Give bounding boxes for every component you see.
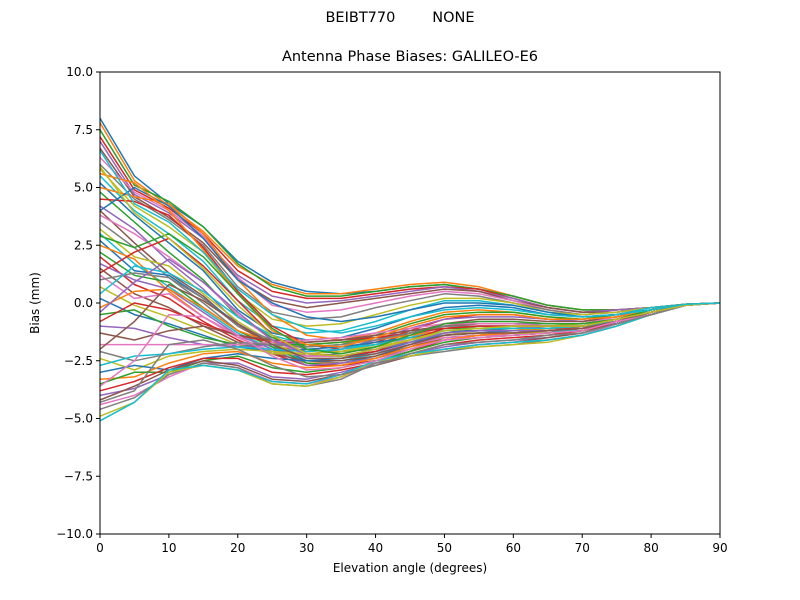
y-tick-label: −5.0 [64,412,93,426]
y-tick-label: −10.0 [56,527,93,541]
x-tick-label: 60 [506,541,521,555]
series-line [99,297,721,353]
series-lines [99,117,721,422]
x-tick-label: 90 [712,541,727,555]
series-line [99,302,721,387]
y-axis-ticks: 10.0 7.5 5.0 2.5 0.0 −2.5 −5.0 −7.5 −10.0 [56,65,100,541]
x-tick-label: 70 [575,541,590,555]
series-line [99,302,721,404]
x-tick-label: 10 [161,541,176,555]
y-tick-label: −2.5 [64,354,93,368]
x-axis-ticks: 0 10 20 30 40 50 60 70 80 90 [96,534,728,555]
x-tick-label: 50 [437,541,452,555]
figure-suptitle: BEIBT770 NONE [325,10,475,26]
x-tick-label: 40 [368,541,383,555]
y-tick-label: 7.5 [74,123,93,137]
y-tick-label: 10.0 [66,65,93,79]
y-tick-label: 2.5 [74,238,93,252]
series-line [99,150,721,334]
x-tick-label: 0 [96,541,104,555]
y-tick-label: −7.5 [64,469,93,483]
series-line [99,166,721,357]
series-line [99,237,721,357]
x-tick-label: 80 [643,541,658,555]
y-tick-label: 5.0 [74,181,93,195]
y-axis-label: Bias (mm) [28,272,42,334]
series-line [99,172,721,348]
x-tick-label: 30 [299,541,314,555]
chart-title: Antenna Phase Biases: GALILEO-E6 [281,49,539,65]
series-line [99,191,721,348]
x-tick-label: 20 [230,541,245,555]
series-line [99,122,721,311]
y-tick-label: 0.0 [74,296,93,310]
series-line [99,129,721,311]
x-axis-label: Elevation angle (degrees) [332,561,488,575]
